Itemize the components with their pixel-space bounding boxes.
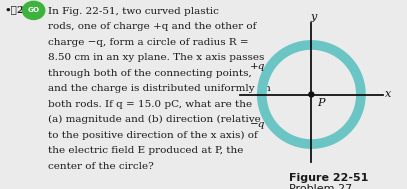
Text: 8.50 cm in an xy plane. The x axis passes: 8.50 cm in an xy plane. The x axis passe… — [48, 53, 264, 62]
Text: x: x — [385, 88, 391, 98]
Text: the electric field E produced at P, the: the electric field E produced at P, the — [48, 146, 243, 155]
Text: to the positive direction of the x axis) of: to the positive direction of the x axis)… — [48, 131, 257, 140]
Text: P: P — [317, 98, 325, 108]
Text: +q: +q — [250, 62, 265, 71]
Text: and the charge is distributed uniformly on: and the charge is distributed uniformly … — [48, 84, 270, 93]
Text: rods, one of charge +q and the other of: rods, one of charge +q and the other of — [48, 22, 256, 31]
Text: −q: −q — [250, 120, 265, 129]
Circle shape — [309, 92, 314, 97]
Text: center of the circle?: center of the circle? — [48, 162, 153, 171]
Text: •‧27: •‧27 — [4, 6, 32, 15]
Circle shape — [22, 1, 45, 19]
Text: GO: GO — [28, 7, 40, 13]
Text: through both of the connecting points,: through both of the connecting points, — [48, 69, 251, 78]
Text: Problem 27.: Problem 27. — [289, 184, 356, 189]
Text: In Fig. 22-51, two curved plastic: In Fig. 22-51, two curved plastic — [48, 7, 219, 16]
Text: (a) magnitude and (b) direction (relative: (a) magnitude and (b) direction (relativ… — [48, 115, 260, 124]
Text: charge −q, form a circle of radius R =: charge −q, form a circle of radius R = — [48, 38, 248, 47]
Text: both rods. If q = 15.0 pC, what are the: both rods. If q = 15.0 pC, what are the — [48, 100, 252, 109]
Text: y: y — [310, 12, 317, 22]
Text: Figure 22-51: Figure 22-51 — [289, 173, 368, 183]
